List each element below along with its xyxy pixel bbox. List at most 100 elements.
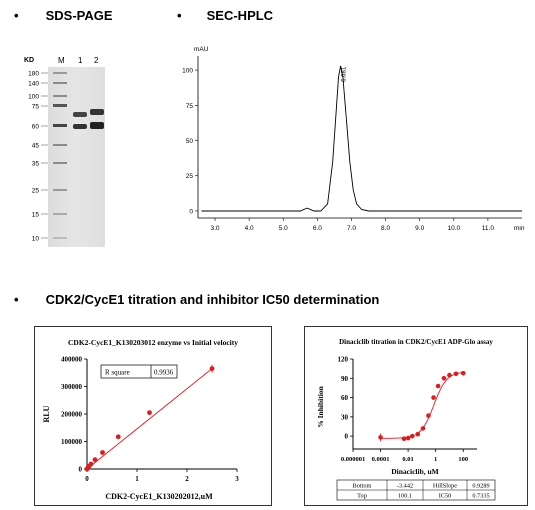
hplc-ylabel: mAU [194,46,209,53]
ic50-y-tick-label: 30 [341,413,349,421]
ic50-point [426,413,431,418]
ladder-band [53,237,67,239]
titration-y-tick-label: 0 [79,466,83,474]
titration-y-tick-label: 400000 [61,356,83,364]
ic50-table-cell: Top [357,493,367,500]
titration-title: CDK2-CycE1_K130203012 enzyme vs Initial … [68,338,238,347]
hplc-x-tick-label: 5.0 [279,225,288,232]
section-sec-hplc: • SEC-HPLC [177,8,274,23]
titration-point [115,434,121,440]
ic50-y-tick-label: 120 [338,356,349,364]
rsquare-box [100,364,178,379]
titration-chart: CDK2-CycE1_K130203012 enzyme vs Initial … [42,338,239,501]
hplc-x-tick-label: 6.0 [313,225,322,232]
ic50-point [447,372,452,378]
ladder-band [53,213,67,215]
ic50-x-tick-label: 0.01 [402,456,413,463]
gel-lane-m: M [58,56,65,65]
titration-xlabel: CDK2-CycE1_K130202012,uM [105,492,213,501]
ic50-point [435,383,441,389]
ic50-panel: Dinaciclib titration in CDK2/CycE1 ADP-G… [304,326,528,506]
lane2-band-lower [90,122,104,129]
titration-x-tick-label: 2 [185,475,189,483]
ic50-y-tick-label: 90 [341,375,349,383]
ic50-point [441,375,447,381]
titration-ylabel: RLU [42,405,51,422]
ladder-band [53,144,67,146]
ic50-point [409,433,415,439]
ic50-point [405,435,411,441]
ic50-point [431,395,436,400]
titration-panel: CDK2-CycE1_K130203012 enzyme vs Initial … [34,326,272,506]
ic50-point [460,370,466,376]
ic50-table-cell: 0.9289 [472,483,489,490]
bullet-icon: • [14,8,19,23]
hplc-x-tick-label: 8.0 [381,225,390,232]
hplc-y-tick-label: 50 [186,138,194,145]
ic50-point [453,371,459,377]
hplc-xlabel: min [514,225,525,232]
titration-y-tick-label: 100000 [61,438,83,446]
ladder-band [53,162,67,164]
ladder-band [53,104,67,107]
titration-point [147,410,152,416]
hplc-y-tick-label: 0 [189,208,193,215]
titration-point [92,457,98,463]
hplc-y-tick-label: 100 [182,68,193,75]
gel-background [48,67,105,247]
lane2-band-upper [90,109,104,115]
ic50-x-tick-label: 1 [434,456,437,463]
hplc-y-tick-label: 25 [186,173,194,180]
gel-marker-label: 100 [28,94,39,101]
titration-y-tick-label: 200000 [61,411,83,419]
titration-point [88,461,94,467]
titration-point [100,450,105,455]
section-sds-page: • SDS-PAGE [14,8,113,23]
ic50-table-cell: -3.442 [397,483,413,490]
gel-marker-label: 10 [32,236,40,243]
ic50-point [401,436,407,442]
ic50-chart: Dinaciclib titration in CDK2/CycE1 ADP-G… [316,338,496,501]
gel-marker-label: 35 [32,161,40,168]
lane1-band-upper [73,112,87,117]
ladder-band [53,72,67,74]
gel-marker-label: 140 [28,81,39,88]
ic50-ylabel: % Inhibition [316,385,325,427]
titration-y-tick-label: 300000 [61,383,83,391]
ladder-band [53,124,67,127]
ic50-y-tick-label: 60 [341,394,349,402]
ic50-xlabel: Dinaciclib, uM [391,467,439,476]
ic50-point [420,426,426,431]
gel-marker-label: 45 [32,143,40,150]
rsquare-value: 0.9936 [154,369,174,377]
ic50-table-cell: 100.1 [398,493,412,500]
lane1-band-lower [73,124,87,129]
gel-marker-label: 180 [28,71,39,78]
hplc-trace [201,65,522,212]
ic50-x-tick-label: 100 [458,456,468,463]
hplc-peak-label: 6.681 [342,66,348,82]
section-titration: • CDK2/CycE1 titration and inhibitor IC5… [14,292,380,307]
hplc-x-tick-label: 11.0 [482,225,495,232]
ic50-y-tick-label: 0 [345,433,349,441]
hplc-x-tick-label: 10.0 [447,225,460,232]
ladder-band [53,82,67,84]
titration-x-tick-label: 0 [85,475,89,483]
titration-x-tick-label: 1 [135,475,139,483]
gel-kd-label: KD [24,57,34,64]
ic50-table-cell: Bottom [353,483,372,490]
bullet-icon: • [177,8,182,23]
ladder-band [53,189,67,191]
ic50-table-cell: 0.7335 [472,493,489,500]
hplc-x-tick-label: 3.0 [211,225,220,232]
gel-marker-label: 25 [32,188,40,195]
sds-page-gel: KD M 1 2 180 140 100 75 60 45 35 25 15 10 [24,56,105,247]
titration-x-tick-label: 3 [235,475,239,483]
ic50-table-cell: HillSlope [433,483,457,490]
ladder-band [53,95,67,97]
hplc-x-tick-label: 4.0 [245,225,254,232]
gel-marker-label: 60 [32,124,40,131]
ic50-x-tick-label: 0.000001 [341,456,365,463]
hplc-x-tick-label: 9.0 [415,225,424,232]
ic50-x-tick-label: 0.0001 [372,456,390,463]
